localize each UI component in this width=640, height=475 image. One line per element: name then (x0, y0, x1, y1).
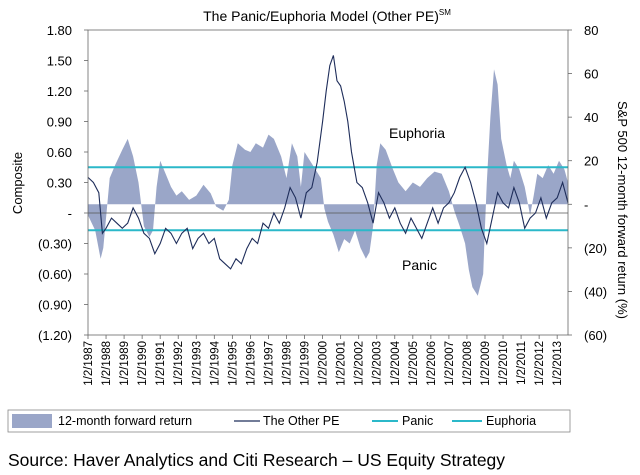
legend-label-other-pe: The Other PE (263, 414, 339, 428)
x-tick-label: 1/2/2004 (390, 340, 402, 385)
x-tick-label: 1/2/1990 (137, 341, 149, 386)
axes: 1.80 1.50 1.20 0.90 0.60 0.30 - (0.30) (0.60) (0.… (38, 23, 607, 386)
y2-tick-label: 20 (584, 154, 598, 169)
source-note: Source: Haver Analytics and Citi Researc… (8, 450, 506, 470)
y-tick-label: 0.30 (47, 176, 72, 191)
y2-tick-label: 60 (584, 67, 598, 82)
other-pe-line (87, 55, 569, 270)
y-tick-label: 0.60 (47, 145, 72, 160)
x-tick-label: 1/2/1993 (191, 341, 203, 386)
x-tick-label: 1/2/1991 (155, 341, 167, 386)
x-tick-label: 1/2/2007 (444, 341, 456, 386)
y-tick-label: (0.30) (38, 237, 72, 252)
y2-axis-label: S&P 500 12-month forward return (%) (615, 101, 630, 319)
x-tick-label: 1/2/1999 (300, 341, 312, 386)
y-tick-label: 0.90 (47, 115, 72, 130)
y-tick-label: (1.20) (38, 328, 72, 343)
y-tick-label: (0.90) (38, 298, 72, 313)
x-tick-label: 1/2/1995 (227, 341, 239, 386)
x-tick-label: 1/2/1997 (263, 341, 275, 386)
legend-label-panic: Panic (402, 414, 433, 428)
x-tick-label: 1/2/1998 (281, 341, 293, 386)
x-tick-label: 1/2/2009 (480, 341, 492, 386)
x-tick-label: 1/2/1996 (245, 341, 257, 386)
y2-tick-label: 80 (584, 23, 598, 38)
x-tick-label: 1/2/2011 (516, 341, 528, 385)
x-tick-label: 1/2/2008 (462, 341, 474, 386)
x-tick-label: 1/2/1992 (173, 341, 185, 386)
y2-tick-label: (20) (584, 241, 607, 256)
forward-return-area-layer (88, 69, 568, 296)
y-axis-label: Composite (10, 152, 25, 214)
x-tick-label: 1/2/2005 (408, 341, 420, 386)
x-tick-label: 1/2/1987 (83, 341, 95, 386)
y-tick-label: 1.80 (47, 23, 72, 38)
forward-return-area (88, 69, 568, 296)
legend-swatch-forward-return (12, 414, 52, 428)
legend-label-forward-return: 12-month forward return (58, 414, 192, 428)
y-tick-label: (0.60) (38, 267, 72, 282)
y-tick-label: - (68, 206, 72, 221)
chart-title: The Panic/Euphoria Model (Other PE)SM (203, 8, 451, 24)
chart-title-superscript: SM (439, 8, 451, 17)
y2-tick-label: - (584, 197, 588, 212)
panic-annotation: Panic (402, 257, 437, 273)
legend-label-euphoria: Euphoria (486, 414, 536, 428)
x-tick-label: 1/2/2012 (534, 341, 546, 386)
x-tick-label: 1/2/2006 (426, 341, 438, 386)
x-tick-label: 1/2/1988 (101, 341, 113, 386)
legend-box (7, 409, 571, 433)
other-pe-line-layer (87, 55, 569, 270)
y-tick-label: 1.50 (47, 54, 72, 69)
y2-tick-label: 40 (584, 110, 598, 125)
x-tick-label: 1/2/1994 (209, 340, 221, 385)
y2-tick-label: (60) (584, 328, 607, 343)
x-tick-label: 1/2/2003 (372, 341, 384, 386)
euphoria-annotation: Euphoria (389, 125, 445, 141)
y2-tick-label: (40) (584, 284, 607, 299)
x-tick-label: 1/2/2013 (552, 341, 564, 386)
x-tick-label: 1/2/2001 (336, 341, 348, 386)
chart-title-main: The Panic/Euphoria Model (Other PE) (203, 8, 439, 24)
y-tick-label: 1.20 (47, 84, 72, 99)
x-tick-label: 1/2/2002 (354, 341, 366, 386)
x-tick-label: 1/2/2000 (318, 341, 330, 386)
x-tick-label: 1/2/2010 (498, 341, 510, 386)
x-tick-label: 1/2/1989 (119, 341, 131, 386)
legend: 12-month forward return The Other PE Pan… (7, 409, 571, 433)
